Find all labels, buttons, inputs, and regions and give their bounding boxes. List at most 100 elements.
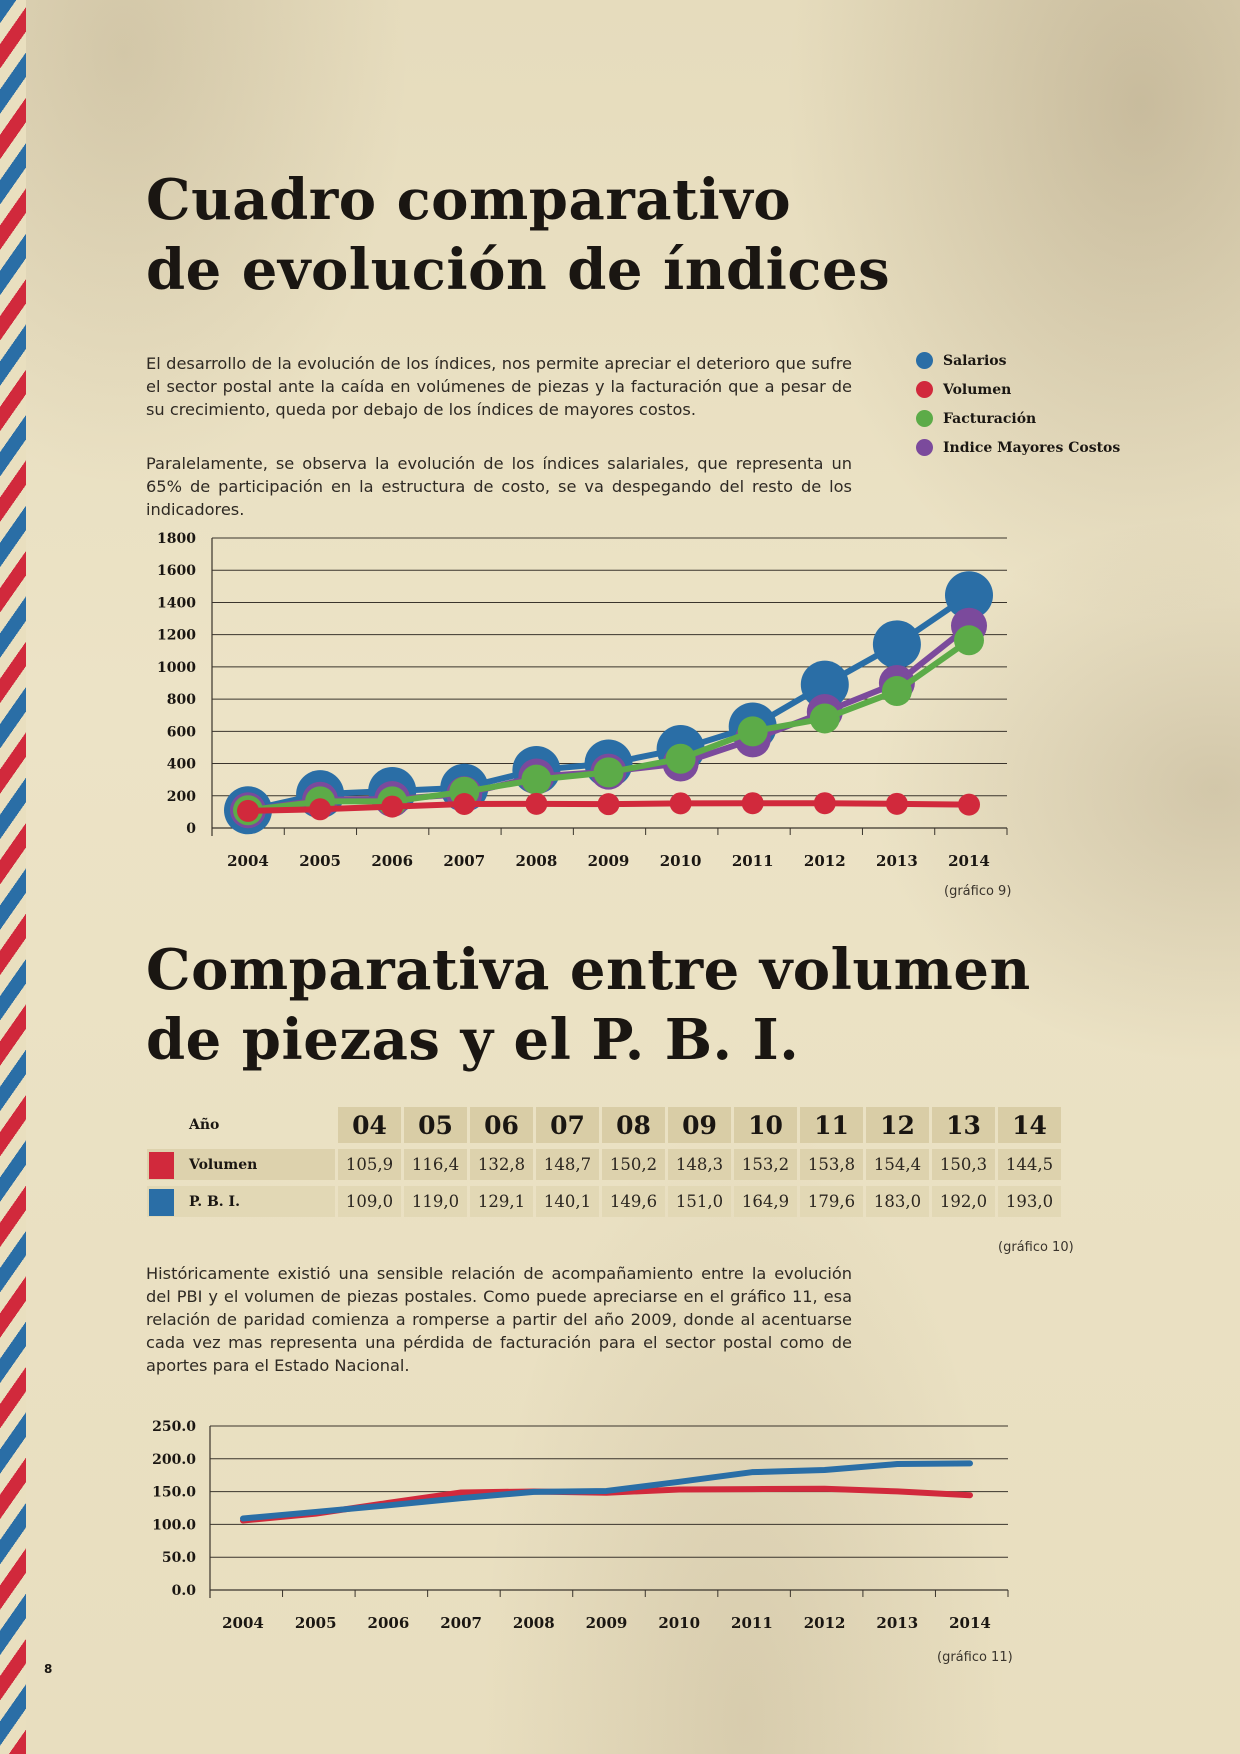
y-tick-label: 1600	[157, 563, 196, 579]
table-cell: 149,6	[602, 1186, 665, 1217]
legend-marker-facturacion	[916, 410, 933, 427]
chart2-caption: (gráfico 11)	[937, 1650, 1013, 1665]
x-tick-label: 2014	[948, 852, 990, 870]
x-tick-label: 2008	[513, 1614, 555, 1632]
pbi-color-swatch	[149, 1189, 174, 1216]
data-point	[309, 798, 332, 821]
section2-title-line1: Comparativa entre volumen	[146, 937, 1031, 1003]
y-tick-label: 50.0	[162, 1550, 196, 1566]
table-cell: 144,5	[998, 1149, 1061, 1180]
table-cell: 116,4	[404, 1149, 467, 1180]
legend-item-salarios: Salarios	[916, 346, 1120, 375]
chart1-indices-evolution: 0 200 400 600 800 1000 1200 1400 1600 1800 2004 200…	[157, 531, 1008, 870]
x-tick-label: 2014	[949, 1614, 991, 1632]
data-point	[872, 620, 921, 669]
y-tick-label: 1200	[157, 628, 196, 644]
y-tick-label: 100.0	[152, 1517, 196, 1533]
y-tick-label: 1800	[157, 531, 196, 547]
table-cell: 153,2	[734, 1149, 797, 1180]
volumen-color-swatch	[149, 1152, 174, 1179]
y-tick-label: 200	[167, 789, 196, 805]
table-row-pbi: P. B. I. 109,0 119,0 129,1 140,1 149,6 1…	[147, 1186, 1061, 1217]
table-cell: 132,8	[470, 1149, 533, 1180]
table-year-cell: 10	[734, 1107, 797, 1143]
section1-paragraph2: Paralelamente, se observa la evolución d…	[146, 454, 852, 519]
x-tick-label: 2007	[443, 852, 485, 870]
x-tick-label: 2006	[371, 852, 413, 870]
table-year-cell: 07	[536, 1107, 599, 1143]
legend-item-mayores-costos: Indice Mayores Costos	[916, 433, 1120, 462]
airmail-border-stripes	[0, 0, 26, 1754]
table-year-cell: 11	[800, 1107, 863, 1143]
table-year-cell: 05	[404, 1107, 467, 1143]
y-tick-label: 0	[186, 821, 196, 837]
data-point	[237, 799, 259, 822]
data-point	[958, 793, 980, 816]
data-point	[665, 743, 696, 774]
table-cell: 129,1	[470, 1186, 533, 1217]
table-cell: 192,0	[932, 1186, 995, 1217]
pbi-label: P. B. I.	[189, 1193, 240, 1210]
table-year-cell: 12	[866, 1107, 929, 1143]
y-tick-label: 600	[167, 724, 196, 740]
section2-paragraph: Históricamente existió una sensible rela…	[146, 1264, 852, 1375]
table-cell: 179,6	[800, 1186, 863, 1217]
table-cell: 193,0	[998, 1186, 1061, 1217]
x-tick-label: 2010	[658, 1614, 700, 1632]
table-row-label: P. B. I.	[147, 1186, 335, 1217]
table-cell: 150,2	[602, 1149, 665, 1180]
data-point	[813, 792, 836, 815]
y-tick-label: 1400	[157, 595, 196, 611]
data-point	[945, 571, 993, 620]
legend-label: Volumen	[943, 381, 1012, 398]
data-point	[737, 716, 768, 747]
data-point	[954, 625, 984, 656]
data-point	[597, 793, 620, 816]
table-year-cell: 06	[470, 1107, 533, 1143]
table-year-cell: 09	[668, 1107, 731, 1143]
y-tick-label: 1000	[157, 660, 196, 676]
y-tick-label: 0.0	[172, 1583, 197, 1599]
data-point	[593, 757, 624, 788]
y-tick-label: 800	[167, 692, 196, 708]
x-tick-label: 2007	[440, 1614, 482, 1632]
section1-paragraph1: El desarrollo de la evolución de los índ…	[146, 354, 852, 419]
table-cell: 148,3	[668, 1149, 731, 1180]
x-tick-label: 2011	[731, 1614, 773, 1632]
data-point	[453, 792, 476, 815]
page-number: 8	[44, 1662, 53, 1676]
x-tick-label: 2005	[299, 852, 341, 870]
series-line-p-b-i-	[240, 1460, 973, 1522]
legend-marker-salarios	[916, 352, 933, 369]
table-year-cell: 14	[998, 1107, 1061, 1143]
data-point	[521, 764, 552, 795]
x-tick-label: 2004	[222, 1614, 264, 1632]
data-point	[741, 792, 764, 815]
table-cell: 109,0	[338, 1186, 401, 1217]
comparison-table: Año 04 05 06 07 08 09 10 11 12 13 14 Vol…	[144, 1107, 1064, 1217]
data-point	[381, 795, 404, 818]
x-tick-label: 2009	[586, 1614, 628, 1632]
table-header-row: Año 04 05 06 07 08 09 10 11 12 13 14	[147, 1107, 1061, 1143]
chart2-volumen-vs-pbi: 0.0 50.0 100.0 150.0 200.0 250.0 2004 2005 2006 2…	[152, 1419, 1009, 1632]
x-tick-label: 2012	[804, 1614, 846, 1632]
table-caption: (gráfico 10)	[998, 1240, 1074, 1255]
data-point	[809, 703, 840, 734]
x-tick-label: 2012	[804, 852, 846, 870]
volumen-label: Volumen	[189, 1156, 258, 1173]
x-tick-label: 2010	[660, 852, 702, 870]
table-cell: 183,0	[866, 1186, 929, 1217]
legend-label: Indice Mayores Costos	[943, 439, 1121, 456]
legend-item-volumen: Volumen	[916, 375, 1120, 404]
section2-title-line2: de piezas y el P. B. I.	[146, 1007, 800, 1073]
legend-marker-mayores-costos	[916, 439, 933, 456]
table-cell: 164,9	[734, 1186, 797, 1217]
data-point	[885, 792, 908, 815]
x-tick-label: 2008	[516, 852, 558, 870]
x-tick-label: 2011	[732, 852, 774, 870]
table-cell: 150,3	[932, 1149, 995, 1180]
legend-marker-volumen	[916, 381, 933, 398]
table-cell: 148,7	[536, 1149, 599, 1180]
x-tick-label: 2005	[295, 1614, 337, 1632]
